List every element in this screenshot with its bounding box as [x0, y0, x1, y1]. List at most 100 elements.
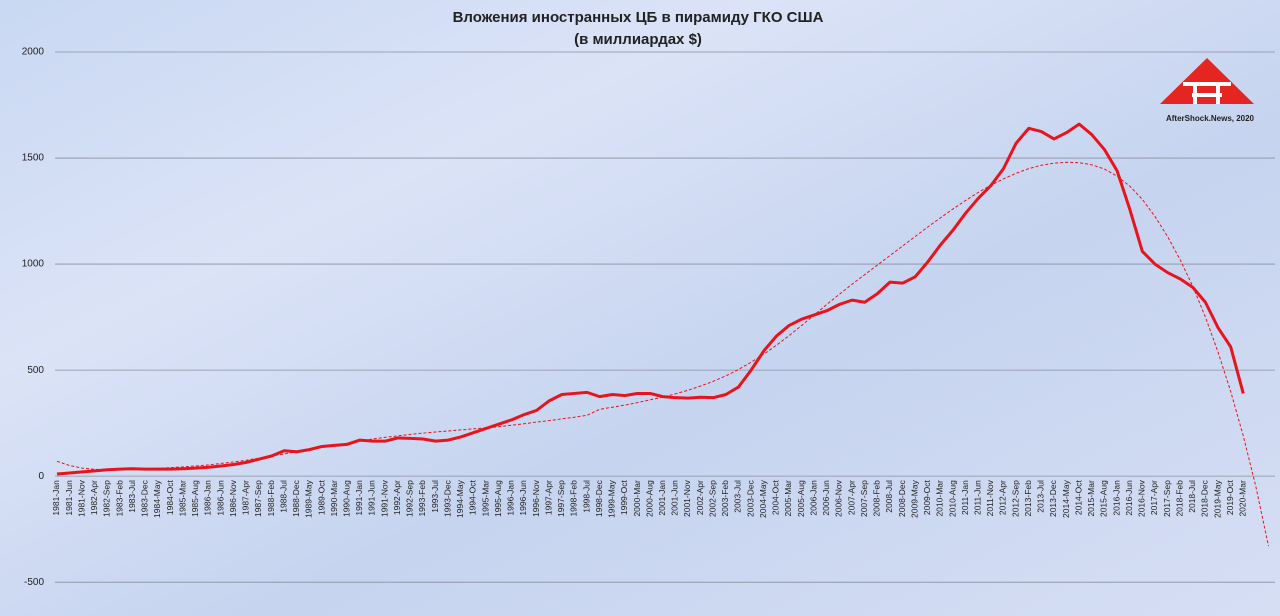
- x-tick-label: 1995-Mar: [480, 480, 490, 517]
- x-tick-label: 1996-Jun: [518, 480, 528, 516]
- x-tick-label: 2016-Jun: [1124, 480, 1134, 516]
- x-tick-label: 2006-Jun: [821, 480, 831, 516]
- x-tick-label: 1992-Apr: [392, 480, 402, 515]
- x-tick-label: 1989-Oct: [316, 480, 326, 516]
- chart-subtitle: (в миллиардах $): [574, 31, 702, 48]
- x-tick-label: 1991-Jun: [367, 480, 377, 516]
- x-tick-label: 2009-Oct: [922, 480, 932, 516]
- y-tick-label: 500: [27, 365, 44, 376]
- x-tick-label: 2005-Mar: [783, 480, 793, 517]
- x-tick-label: 1992-Sep: [405, 480, 415, 517]
- x-tick-label: 1990-Aug: [342, 480, 352, 517]
- x-tick-label: 1984-Oct: [165, 480, 175, 516]
- x-tick-label: 1994-Oct: [468, 480, 478, 516]
- x-tick-label: 1985-Mar: [177, 480, 187, 517]
- x-tick-label: 1981-Nov: [76, 479, 86, 517]
- x-tick-label: 2008-Dec: [897, 479, 907, 517]
- x-tick-label: 1984-May: [152, 479, 162, 518]
- x-tick-label: 1986-Nov: [228, 479, 238, 517]
- x-tick-label: 1986-Jan: [203, 480, 213, 516]
- x-tick-label: 1993-Dec: [442, 479, 452, 517]
- x-tick-label: 1997-Apr: [543, 480, 553, 515]
- x-tick-label: 1988-Feb: [266, 480, 276, 517]
- x-tick-label: 2014-May: [1061, 479, 1071, 518]
- x-tick-label: 1982-Apr: [89, 480, 99, 515]
- x-tick-label: 1987-Sep: [253, 480, 263, 517]
- x-tick-label: 1996-Nov: [531, 479, 541, 517]
- x-tick-label: 2003-Feb: [720, 480, 730, 517]
- x-tick-label: 2013-Jul: [1036, 480, 1046, 513]
- x-tick-label: 2008-Feb: [872, 480, 882, 517]
- x-tick-label: 2001-Jun: [670, 480, 680, 516]
- x-tick-label: 2010-Aug: [947, 480, 957, 517]
- chart-title: Вложения иностранных ЦБ в пирамиду ГКО С…: [453, 9, 824, 26]
- x-tick-label: 2004-May: [758, 479, 768, 518]
- y-tick-label: -500: [24, 577, 44, 588]
- x-tick-label: 1987-Apr: [241, 480, 251, 515]
- x-tick-label: 2008-Jul: [884, 480, 894, 513]
- x-tick-label: 2013-Dec: [1048, 479, 1058, 517]
- x-tick-label: 2000-Aug: [644, 480, 654, 517]
- x-tick-label: 1993-Jul: [430, 480, 440, 513]
- y-tick-label: 2000: [22, 47, 45, 58]
- x-tick-label: 1990-Mar: [329, 480, 339, 517]
- x-tick-label: 1989-May: [304, 479, 314, 518]
- x-tick-label: 2001-Jan: [657, 480, 667, 516]
- x-tick-label: 2011-Jun: [973, 480, 983, 515]
- logo: [1160, 58, 1254, 104]
- x-tick-label: 1996-Jan: [506, 480, 516, 516]
- x-tick-label: 2002-Apr: [695, 480, 705, 515]
- x-tick-label: 2015-Aug: [1099, 480, 1109, 517]
- x-tick-label: 1988-Dec: [291, 479, 301, 517]
- x-tick-label: 1985-Aug: [190, 480, 200, 517]
- x-tick-label: 2016-Nov: [1137, 479, 1147, 517]
- x-tick-label: 2011-Jan: [960, 480, 970, 515]
- x-tick-label: 2005-Aug: [796, 480, 806, 517]
- x-tick-label: 2017-Sep: [1162, 480, 1172, 517]
- x-tick-label: 2001-Nov: [682, 479, 692, 517]
- x-tick-label: 2012-Apr: [998, 480, 1008, 515]
- data-line: [56, 122, 1245, 476]
- x-tick-label: 2003-Jul: [733, 480, 743, 513]
- x-tick-label: 1995-Aug: [493, 480, 503, 517]
- x-tick-label: 2004-Oct: [771, 480, 781, 516]
- x-tick-label: 2018-Jul: [1187, 480, 1197, 513]
- x-tick-label: 1982-Sep: [102, 480, 112, 517]
- x-tick-label: 2015-Mar: [1086, 480, 1096, 517]
- x-tick-label: 1981-Jan: [51, 480, 61, 516]
- x-tick-label: 1983-Dec: [140, 479, 150, 517]
- y-tick-label: 0: [38, 471, 44, 482]
- y-tick-label: 1000: [22, 259, 45, 270]
- x-tick-label: 2013-Feb: [1023, 480, 1033, 517]
- x-tick-label: 1994-May: [455, 479, 465, 518]
- x-tick-label: 2016-Jan: [1111, 480, 1121, 516]
- x-tick-label: 1983-Feb: [114, 480, 124, 517]
- x-tick-label: 1999-May: [607, 479, 617, 518]
- x-tick-label: 1983-Jul: [127, 480, 137, 513]
- x-tick-label: 1993-Feb: [417, 480, 427, 517]
- x-tick-label: 1986-Jun: [215, 480, 225, 516]
- x-tick-label: 1998-Dec: [594, 479, 604, 517]
- x-tick-label: 2006-Jan: [808, 480, 818, 516]
- y-tick-label: 1500: [22, 153, 45, 164]
- x-tick-label: 2000-Mar: [632, 480, 642, 517]
- x-tick-label: 1997-Sep: [556, 480, 566, 517]
- x-tick-label: 1991-Nov: [379, 479, 389, 517]
- x-tick-label: 1999-Oct: [619, 480, 629, 516]
- x-tick-label: 2018-Dec: [1200, 479, 1210, 517]
- x-tick-label: 1998-Jul: [581, 480, 591, 513]
- x-tick-label: 2003-Dec: [745, 479, 755, 517]
- x-tick-label: 2007-Sep: [859, 480, 869, 517]
- x-tick-label: 2011-Nov: [985, 479, 995, 516]
- trend-line: [56, 161, 1270, 547]
- x-tick-label: 2019-Oct: [1225, 480, 1235, 516]
- x-tick-label: 2002-Sep: [707, 480, 717, 517]
- x-tick-label: 1991-Jan: [354, 480, 364, 516]
- x-tick-label: 1998-Feb: [569, 480, 579, 517]
- x-tick-label: 2019-May: [1212, 479, 1222, 518]
- x-tick-label: 1981-Jun: [64, 480, 74, 516]
- x-tick-label: 2006-Nov: [834, 479, 844, 517]
